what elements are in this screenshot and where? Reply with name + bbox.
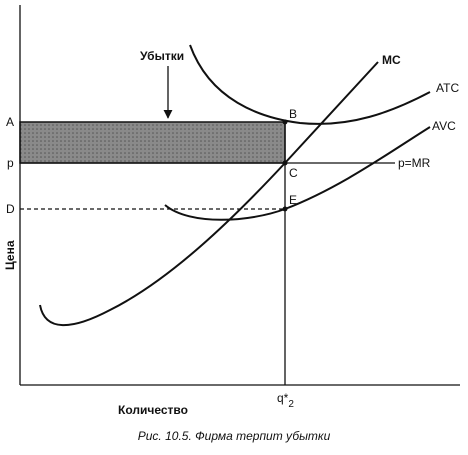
point: [282, 160, 288, 166]
loss-label: Убытки: [140, 49, 184, 63]
point: [282, 119, 288, 125]
level-label: D: [6, 202, 15, 216]
price-line-label: p=MR: [398, 156, 431, 170]
point-label: E: [289, 193, 297, 207]
curve-label: MC: [382, 53, 401, 67]
curve-label: ATC: [436, 81, 459, 95]
level-label: p: [7, 156, 14, 170]
loss-area: [19, 121, 286, 164]
curve-label: AVC: [432, 119, 456, 133]
x-axis-label: Количество: [118, 403, 188, 417]
y-axis-label: Цена: [3, 240, 17, 270]
quantity-label: q*2: [277, 391, 294, 410]
point: [282, 206, 288, 212]
point-label: C: [289, 166, 298, 180]
quantity-subscript: 2: [288, 399, 294, 410]
atc-curve: [189, 44, 431, 125]
point-label: B: [289, 107, 297, 121]
quantity-base: q*: [277, 391, 289, 405]
mc-curve: [39, 61, 379, 327]
level-label: A: [6, 115, 14, 129]
caption: Рис. 10.5. Фирма терпит убытки: [138, 429, 331, 443]
